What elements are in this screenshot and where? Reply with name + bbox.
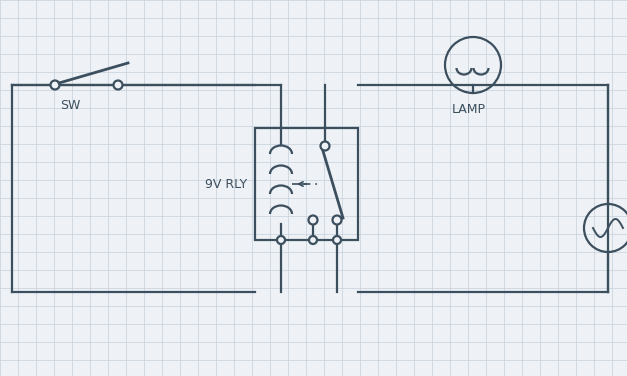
Circle shape xyxy=(308,215,317,224)
Circle shape xyxy=(320,141,330,150)
Text: SW: SW xyxy=(60,99,80,112)
Circle shape xyxy=(332,215,342,224)
Bar xyxy=(255,128,358,240)
Text: LAMP: LAMP xyxy=(452,103,486,116)
Circle shape xyxy=(51,80,60,89)
Circle shape xyxy=(113,80,122,89)
Circle shape xyxy=(309,236,317,244)
Circle shape xyxy=(333,236,341,244)
Text: 9V RLY: 9V RLY xyxy=(205,177,247,191)
Circle shape xyxy=(277,236,285,244)
